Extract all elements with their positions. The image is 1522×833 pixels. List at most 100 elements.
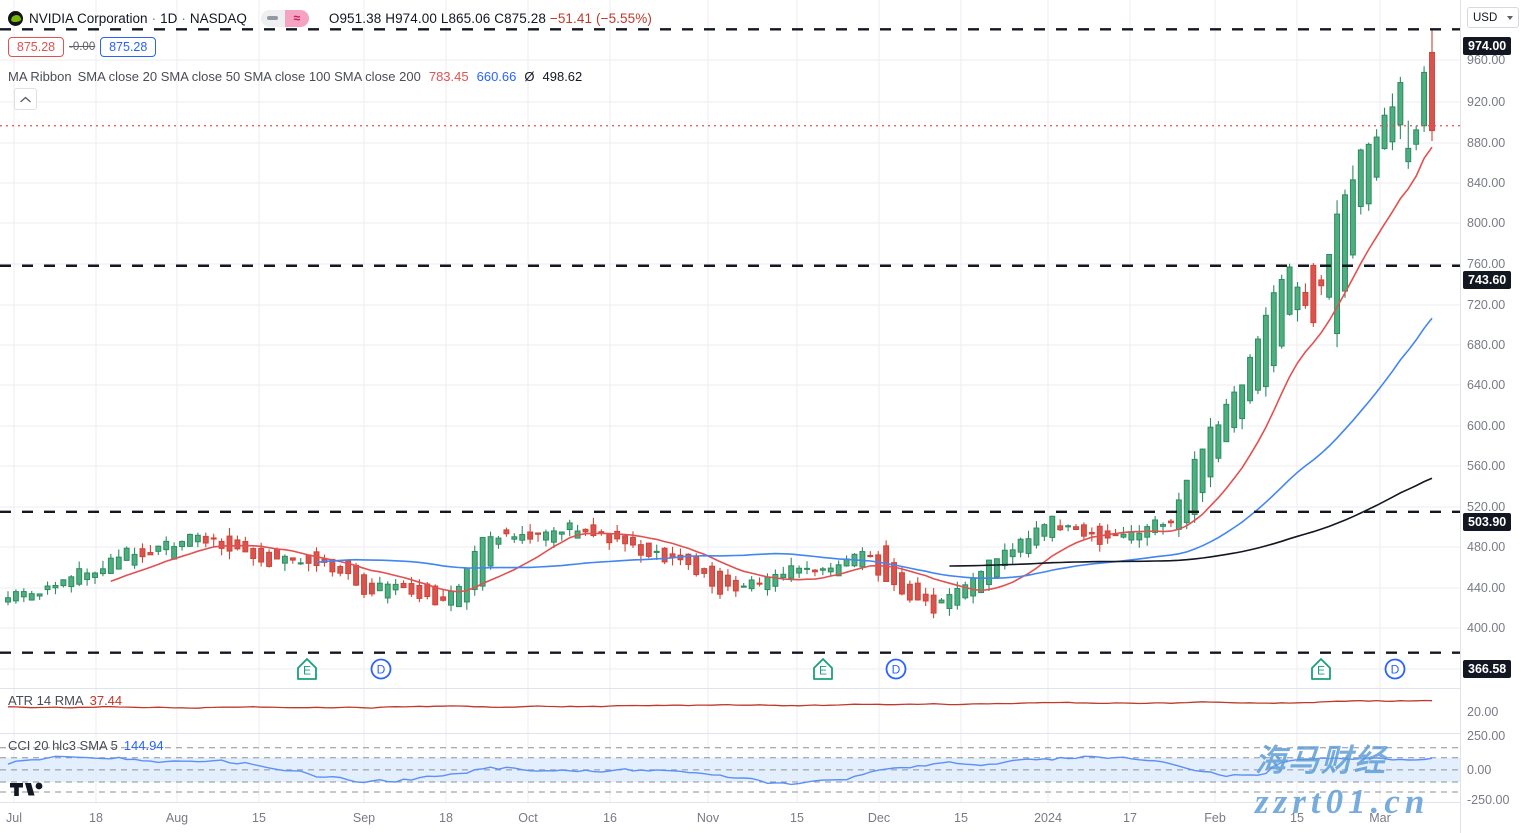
hide-series-icon[interactable] [260, 9, 285, 27]
time-axis-tick: 17 [1123, 811, 1137, 825]
ma-ribbon-value-red: 783.45 [428, 68, 469, 84]
atr-line [7, 699, 1433, 709]
cci-legend-name: CCI 20 hlc3 SMA 5 [8, 738, 118, 753]
svg-text:D: D [892, 663, 901, 677]
low-label: L [440, 10, 449, 26]
dividend-marker-icon[interactable]: D [1384, 658, 1406, 680]
svg-text:E: E [303, 664, 311, 678]
earnings-marker-icon[interactable]: E [813, 658, 833, 680]
nvidia-logo-icon [8, 10, 23, 26]
cci-axis-tick: -250.00 [1467, 793, 1510, 807]
cci-legend-value: 144.94 [123, 738, 164, 753]
svg-text:D: D [1391, 663, 1400, 677]
price-axis-tick: 680.00 [1467, 338, 1506, 352]
time-axis-tick: Dec [867, 811, 891, 825]
earnings-marker-icon[interactable]: E [1311, 658, 1331, 680]
cci-axis-tick: 0.00 [1467, 763, 1492, 777]
price-axis-tick: 520.00 [1467, 500, 1506, 514]
dividend-marker-icon[interactable]: D [370, 658, 392, 680]
open-label: O [328, 10, 340, 26]
earnings-marker-icon[interactable]: E [297, 658, 317, 680]
change-value: −51.41 [549, 10, 593, 26]
ma-ribbon-value-black: 498.62 [542, 68, 583, 84]
time-axis-tick: Nov [696, 811, 720, 825]
price-axis-badge: 503.90 [1463, 513, 1512, 531]
time-axis-tick: Sep [352, 811, 376, 825]
svg-text:D: D [377, 663, 386, 677]
price-axis-tick: 480.00 [1467, 540, 1506, 554]
price-axis-tick: 600.00 [1467, 419, 1506, 433]
atr-indicator-pane[interactable]: ATR 14 RMA 37.44 [0, 688, 1460, 733]
exchange-label: NASDAQ [189, 10, 247, 26]
price-axis-badge: 366.58 [1463, 660, 1512, 678]
price-axis-tick: 920.00 [1467, 95, 1506, 109]
series-settings-icon[interactable]: ≈ [284, 9, 309, 27]
high-label: H [385, 10, 396, 26]
price-axis-tick: 400.00 [1467, 621, 1506, 635]
time-axis-tick: 15 [1290, 811, 1304, 825]
chevron-up-icon[interactable] [14, 88, 37, 110]
ma-ribbon-value-blue: 660.66 [476, 68, 517, 84]
dividend-marker-icon[interactable]: D [885, 658, 907, 680]
grid [0, 0, 1460, 688]
candles-style-icon[interactable]: ≈ [260, 9, 309, 27]
price-axis-tick: 960.00 [1467, 53, 1506, 67]
ma-ribbon-phi-icon: Ø [524, 68, 535, 84]
sma-50-line [316, 317, 1433, 579]
chart-panes: E D E D E D ATR 14 RMA 37.44 CCI 20 hlc3 SMA 5… [0, 0, 1460, 802]
price-flag-delta: -0.00 [69, 40, 96, 53]
atr-axis-tick: 20.00 [1467, 705, 1499, 719]
price-line-flags: 875.28 -0.00 875.28 [8, 36, 157, 57]
price-axis-tick: 640.00 [1467, 378, 1506, 392]
low-value: 865.06 [448, 10, 491, 26]
price-axis-tick: 560.00 [1467, 459, 1506, 473]
ma-ribbon-name[interactable]: MA Ribbon [8, 68, 72, 84]
time-axis-tick: Oct [518, 811, 538, 825]
time-axis-tick: Aug [165, 811, 189, 825]
close-label: C [494, 10, 505, 26]
cci-indicator-pane[interactable]: CCI 20 hlc3 SMA 5 144.94 [0, 733, 1460, 802]
ma-ribbon-legend[interactable]: MA Ribbon SMA close 20 SMA close 50 SMA … [8, 67, 582, 85]
time-axis-tick: 15 [252, 811, 266, 825]
time-axis-tick: 18 [439, 811, 453, 825]
svg-text:E: E [1317, 664, 1325, 678]
symbol-name[interactable]: NVIDIA Corporation [29, 10, 148, 26]
time-axis-tick: 15 [954, 811, 968, 825]
currency-select[interactable]: USD [1467, 7, 1519, 28]
open-value: 951.38 [339, 10, 382, 26]
time-axis-tick: 18 [89, 811, 103, 825]
tradingview-logo-icon[interactable] [10, 778, 44, 803]
time-axis-tick: Jul [6, 811, 22, 825]
separator-dot-2: · [181, 10, 186, 26]
time-axis-tick: 15 [790, 811, 804, 825]
atr-legend-name: ATR 14 RMA [8, 693, 84, 708]
time-axis-tick: 2024 [1034, 811, 1062, 825]
change-percent: (−5.55%) [595, 10, 652, 26]
sma-200-line [949, 477, 1433, 567]
price-axis-tick: 440.00 [1467, 581, 1506, 595]
cci-line [7, 755, 1433, 786]
moving-average-overlays [110, 146, 1433, 593]
atr-legend: ATR 14 RMA 37.44 [8, 693, 122, 708]
cci-legend: CCI 20 hlc3 SMA 5 144.94 [8, 738, 164, 753]
symbol-legend[interactable]: NVIDIA Corporation · 1D · NASDAQ ≈ O951.… [8, 8, 652, 28]
price-axis-tick: 720.00 [1467, 298, 1506, 312]
price-axis[interactable]: USD 960.00 920.00 880.00 840.00 800.00 760.00… [1460, 0, 1522, 833]
price-flag-left[interactable]: 875.28 [8, 36, 64, 57]
time-axis[interactable]: Jul 18 Aug 15 Sep 18 Oct 16 Nov 15 Dec 15 2024 17 Feb 1… [0, 802, 1460, 833]
close-value: 875.28 [504, 10, 546, 26]
separator-dot: · [151, 10, 157, 26]
price-axis-tick: 840.00 [1467, 176, 1506, 190]
chevron-down-icon [1507, 15, 1513, 20]
high-value: 974.00 [395, 10, 437, 26]
atr-legend-value: 37.44 [89, 693, 123, 708]
price-axis-tick: 760.00 [1467, 257, 1506, 271]
price-flag-right[interactable]: 875.28 [100, 36, 157, 57]
horizontal-levels[interactable] [0, 28, 1460, 654]
interval-label[interactable]: 1D [160, 10, 178, 26]
time-axis-tick: 16 [603, 811, 617, 825]
svg-text:E: E [819, 664, 827, 678]
time-axis-tick: Feb [1204, 811, 1226, 825]
